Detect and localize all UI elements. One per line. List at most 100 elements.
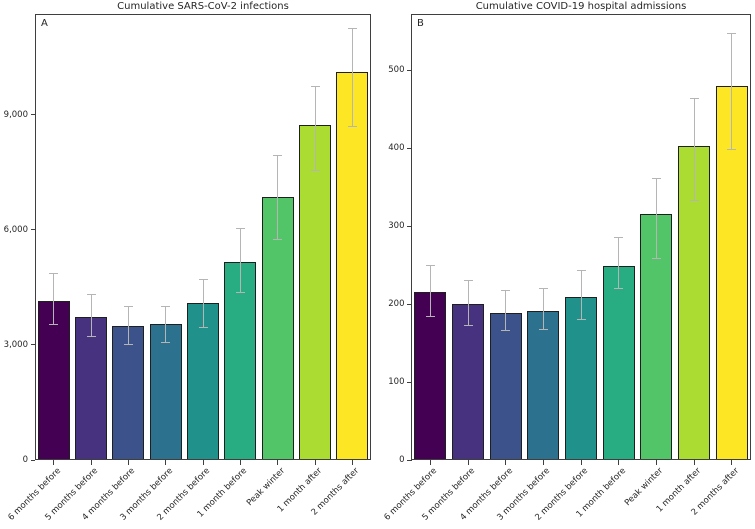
x-tick-mark	[467, 460, 469, 465]
bar	[527, 311, 560, 460]
error-bar-cap-bottom	[123, 344, 133, 346]
error-bar-cap-top	[235, 227, 245, 229]
error-bar-cap-top	[347, 27, 357, 29]
error-bar-cap-bottom	[651, 257, 661, 259]
y-tick-mark	[407, 69, 412, 71]
x-tick-mark	[277, 460, 279, 465]
x-tick-mark	[731, 460, 733, 465]
bar	[224, 262, 257, 460]
y-tick-mark	[407, 225, 412, 227]
bar	[187, 303, 219, 460]
bar	[565, 297, 597, 460]
error-bar-cap-top	[501, 289, 511, 291]
y-tick-mark	[407, 147, 412, 149]
error-bar-cap-top	[86, 294, 96, 296]
error-bar-cap-bottom	[538, 329, 548, 331]
bar	[149, 324, 182, 460]
error-bar-cap-top	[727, 32, 737, 34]
x-tick-mark	[429, 460, 431, 465]
error-bar-cap-top	[161, 305, 171, 307]
error-bar-line	[127, 306, 129, 345]
error-bar-cap-bottom	[614, 287, 624, 289]
error-bar-cap-top	[614, 237, 624, 239]
error-bar-cap-top	[689, 97, 699, 99]
y-tick-label: 9,000	[3, 109, 28, 120]
error-bar-cap-top	[463, 280, 473, 282]
y-tick-label: 200	[388, 299, 405, 310]
y-tick-mark	[30, 344, 35, 346]
error-bar-cap-bottom	[425, 316, 435, 318]
x-tick-mark	[693, 460, 695, 465]
error-bar-cap-top	[651, 178, 661, 180]
error-bar-line	[165, 306, 167, 343]
error-bar-cap-bottom	[198, 326, 208, 328]
y-tick-label: 0	[399, 455, 405, 465]
bar	[602, 265, 635, 460]
bar	[414, 291, 447, 460]
x-tick-mark	[351, 460, 353, 465]
error-bar-cap-top	[273, 155, 283, 157]
x-tick-mark	[542, 460, 544, 465]
error-bar-cap-top	[123, 305, 133, 307]
y-tick-label: 6,000	[3, 224, 28, 235]
chart-title-a: Cumulative SARS-CoV-2 infections	[117, 1, 289, 12]
bar	[489, 312, 522, 460]
error-bar-cap-bottom	[501, 330, 511, 332]
error-bar-line	[618, 237, 620, 289]
error-bar-line	[505, 290, 507, 331]
y-tick-mark	[407, 381, 412, 383]
error-bar-cap-bottom	[727, 149, 737, 151]
x-tick-mark	[655, 460, 657, 465]
error-bar-line	[655, 178, 657, 259]
bar	[299, 124, 331, 460]
chart-title-b: Cumulative COVID-19 hospital admissions	[475, 1, 687, 12]
bar	[37, 300, 70, 460]
error-bar-cap-bottom	[689, 199, 699, 201]
error-bar-cap-top	[49, 273, 59, 275]
x-tick-mark	[580, 460, 582, 465]
bar	[112, 326, 145, 460]
error-bar-line	[202, 279, 204, 328]
error-bar-line	[467, 280, 469, 326]
error-bar-cap-bottom	[235, 292, 245, 294]
y-tick-mark	[30, 229, 35, 231]
x-tick-mark	[314, 460, 316, 465]
error-bar-line	[277, 155, 279, 240]
y-tick-label: 3,000	[3, 339, 28, 350]
x-tick-mark	[53, 460, 55, 465]
error-bar-line	[429, 265, 431, 317]
error-bar-cap-top	[538, 287, 548, 289]
error-bar-cap-top	[425, 265, 435, 267]
bar	[336, 71, 369, 460]
y-tick-label: 100	[388, 377, 405, 388]
error-bar-cap-bottom	[347, 125, 357, 127]
error-bar-cap-bottom	[49, 324, 59, 326]
x-tick-mark	[127, 460, 129, 465]
x-tick-mark	[90, 460, 92, 465]
bar	[452, 304, 484, 460]
error-bar-cap-top	[198, 278, 208, 280]
y-tick-label: 0	[22, 455, 28, 465]
y-tick-label: 500	[388, 65, 405, 76]
x-tick-mark	[618, 460, 620, 465]
x-tick-mark	[505, 460, 507, 465]
error-bar-cap-bottom	[86, 336, 96, 338]
error-bar-cap-bottom	[576, 319, 586, 321]
y-tick-mark	[30, 459, 35, 461]
y-tick-label: 300	[388, 221, 405, 232]
error-bar-line	[314, 86, 316, 171]
x-tick-mark	[165, 460, 167, 465]
bar	[75, 316, 107, 460]
y-tick-label: 400	[388, 143, 405, 154]
error-bar-cap-bottom	[310, 170, 320, 172]
x-tick-mark	[239, 460, 241, 465]
error-bar-cap-bottom	[273, 239, 283, 241]
error-bar-line	[90, 294, 92, 337]
error-bar-line	[53, 273, 55, 325]
error-bar-line	[239, 228, 241, 293]
y-tick-mark	[407, 459, 412, 461]
error-bar-line	[731, 33, 733, 150]
